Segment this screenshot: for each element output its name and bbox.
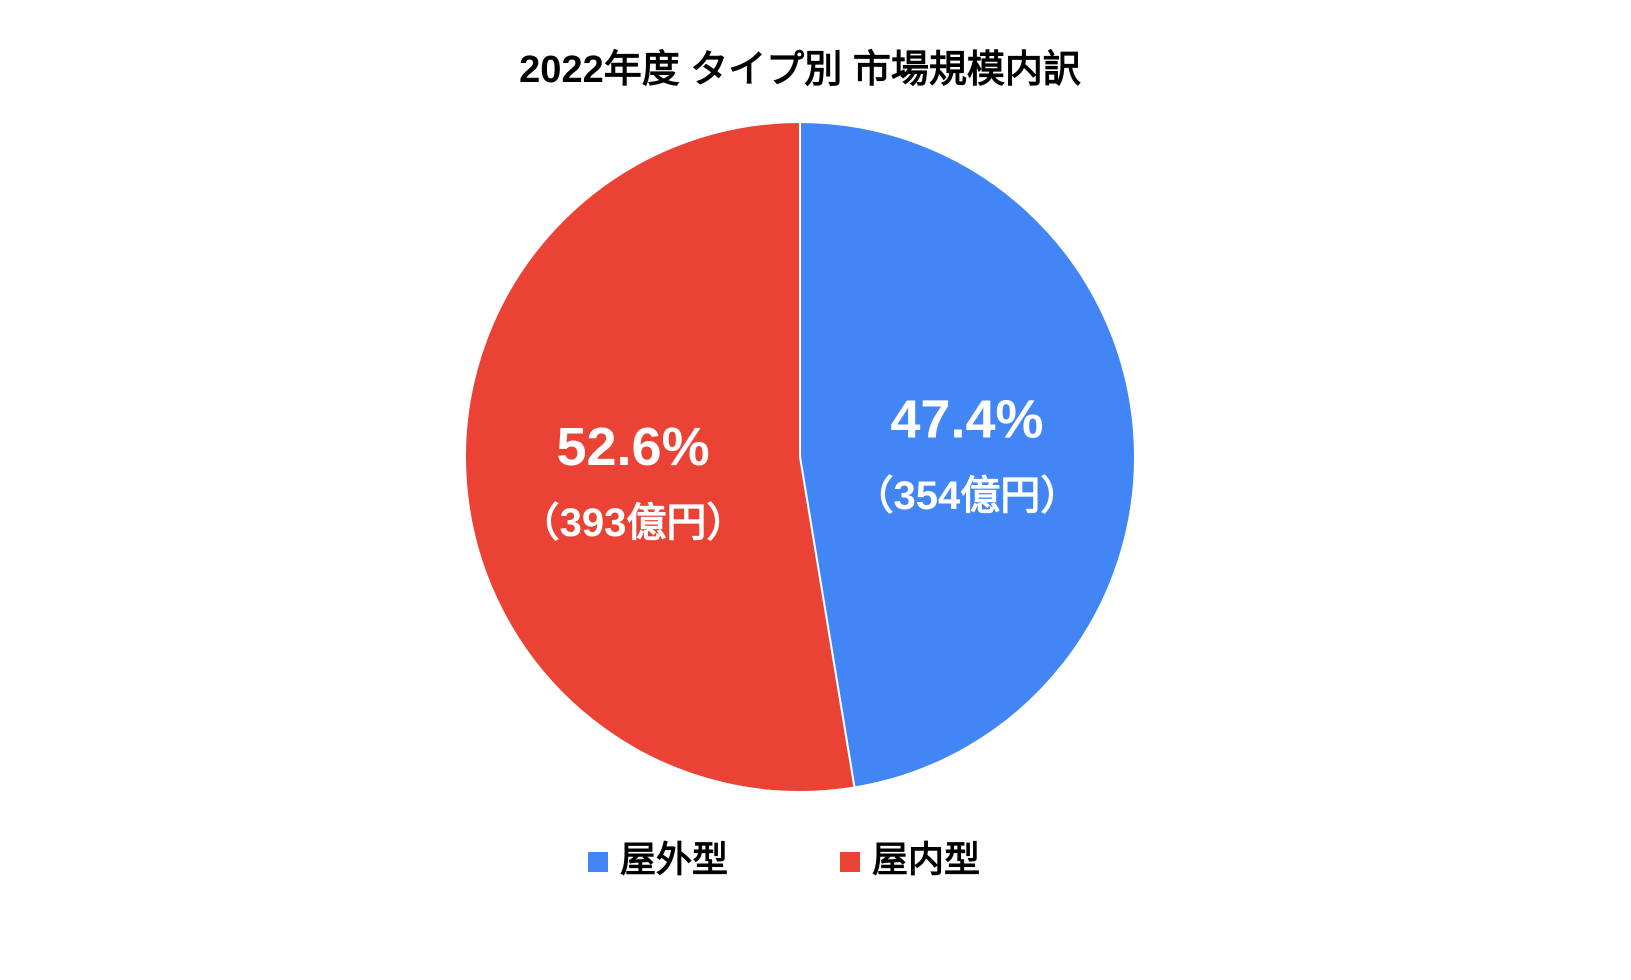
value-label: 47.4% — [890, 390, 1043, 450]
pie-slice — [464, 120, 856, 793]
amount-label: （354億円） — [854, 474, 1081, 518]
legend-swatch — [840, 852, 860, 872]
legend-swatch — [588, 852, 608, 872]
chart-title: 2022年度 タイプ別 市場規模内訳 — [519, 49, 1081, 91]
legend-label: 屋外型 — [620, 839, 728, 880]
pie-slice — [799, 120, 1136, 789]
amount-label: （393億円） — [520, 501, 747, 545]
legend-label: 屋内型 — [872, 839, 980, 880]
value-label: 52.6% — [556, 417, 709, 477]
